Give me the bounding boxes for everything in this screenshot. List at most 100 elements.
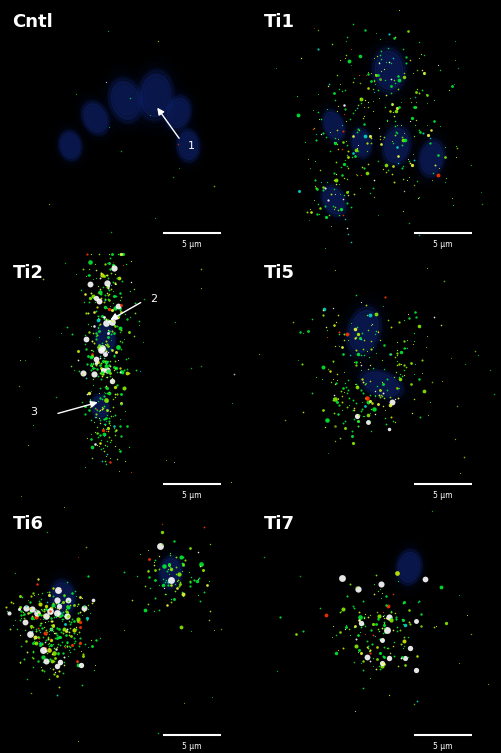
Point <box>366 655 374 667</box>
Point <box>316 602 324 614</box>
Point <box>376 583 384 595</box>
Point <box>120 566 128 578</box>
Point <box>116 302 124 314</box>
Point <box>374 155 382 167</box>
Point <box>351 397 359 409</box>
Point <box>111 277 119 289</box>
Point <box>87 413 95 425</box>
Point <box>39 657 47 669</box>
Point <box>315 163 323 175</box>
Point <box>37 617 45 630</box>
Point <box>60 651 68 663</box>
Point <box>92 330 100 342</box>
Point <box>89 379 97 391</box>
Ellipse shape <box>158 554 183 590</box>
Point <box>297 53 305 65</box>
Point <box>146 582 154 594</box>
Point <box>63 625 71 637</box>
Point <box>226 476 234 488</box>
Point <box>181 553 189 566</box>
Point <box>382 373 390 385</box>
Point <box>336 605 344 617</box>
Point <box>340 623 348 635</box>
Point <box>383 164 391 176</box>
Point <box>119 248 127 260</box>
Point <box>336 385 344 397</box>
Text: Cntl: Cntl <box>13 13 53 31</box>
Point <box>101 337 109 349</box>
Point <box>32 626 40 638</box>
Point <box>400 659 408 671</box>
Point <box>72 88 80 100</box>
Point <box>333 644 341 656</box>
Point <box>79 648 87 660</box>
Point <box>355 356 363 368</box>
Point <box>399 596 407 608</box>
Point <box>64 607 72 619</box>
Point <box>64 601 72 613</box>
Ellipse shape <box>107 76 144 125</box>
Point <box>80 602 88 614</box>
Point <box>17 490 25 502</box>
Point <box>175 162 183 174</box>
Point <box>394 660 402 672</box>
Point <box>425 137 433 149</box>
Point <box>366 137 374 149</box>
Point <box>73 607 81 619</box>
Point <box>56 610 64 622</box>
Ellipse shape <box>164 94 192 132</box>
Point <box>47 615 55 627</box>
Point <box>40 605 48 617</box>
Point <box>89 345 97 357</box>
Point <box>17 639 25 651</box>
Point <box>104 328 112 340</box>
Point <box>349 356 357 368</box>
Point <box>205 614 213 626</box>
Ellipse shape <box>163 562 178 583</box>
Point <box>167 562 175 575</box>
Point <box>100 413 108 425</box>
Point <box>355 124 363 136</box>
Point <box>365 395 373 407</box>
Point <box>343 139 351 151</box>
Ellipse shape <box>394 548 422 587</box>
Point <box>428 167 436 179</box>
Point <box>116 361 124 373</box>
Point <box>102 358 110 370</box>
Point <box>90 416 98 428</box>
Point <box>56 656 64 668</box>
Point <box>217 623 225 635</box>
Point <box>187 626 195 638</box>
Ellipse shape <box>63 136 78 155</box>
Point <box>381 101 389 113</box>
Point <box>187 572 195 584</box>
Point <box>120 334 128 346</box>
Point <box>63 640 71 652</box>
Point <box>74 735 82 747</box>
Point <box>205 538 213 550</box>
Point <box>333 100 341 112</box>
Point <box>333 203 341 215</box>
Point <box>337 118 345 130</box>
Point <box>85 387 93 399</box>
Point <box>102 356 110 368</box>
Point <box>391 381 399 393</box>
Point <box>321 211 329 223</box>
Point <box>335 606 343 618</box>
Point <box>120 308 128 320</box>
Point <box>367 638 375 650</box>
Point <box>94 427 102 439</box>
Point <box>90 402 98 414</box>
Point <box>3 605 11 617</box>
Point <box>97 357 105 369</box>
Point <box>327 38 335 50</box>
Point <box>63 642 71 654</box>
Point <box>303 325 311 337</box>
Point <box>135 319 143 331</box>
Point <box>118 337 126 349</box>
Point <box>47 634 55 646</box>
Point <box>98 337 106 349</box>
Point <box>205 575 213 587</box>
Point <box>103 338 111 350</box>
Point <box>75 637 83 649</box>
